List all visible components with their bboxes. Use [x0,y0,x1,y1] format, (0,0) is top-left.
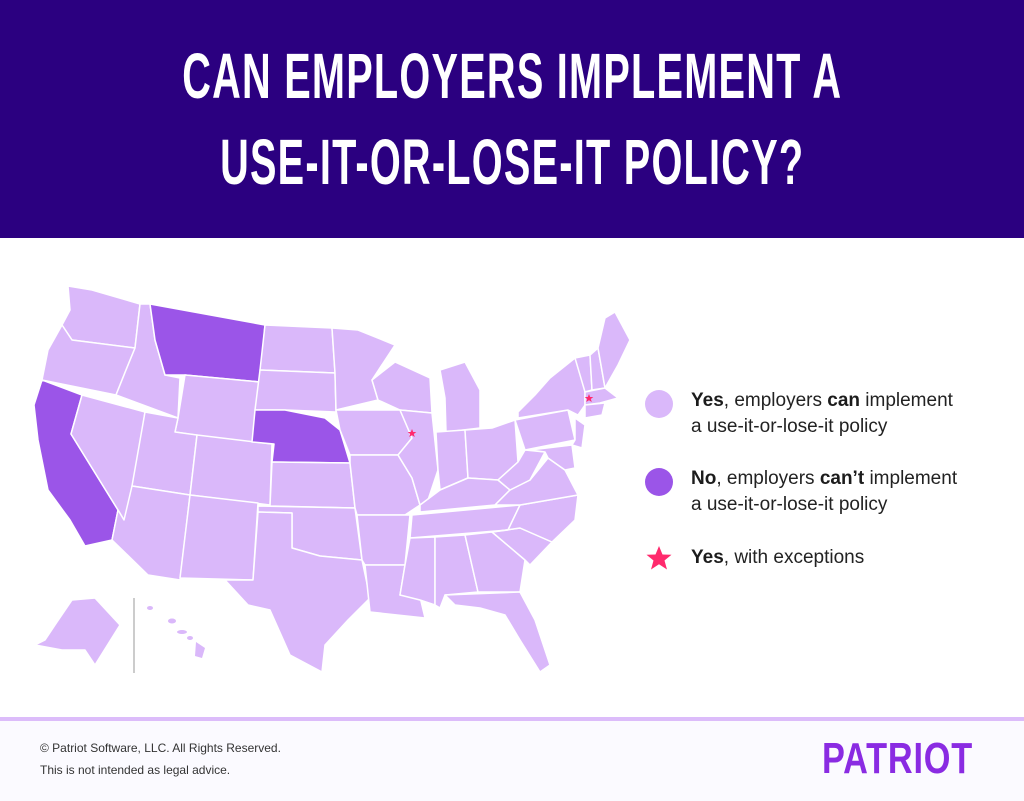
state-maine [597,311,631,389]
state-north-dakota [259,324,336,374]
footer-divider [0,717,1024,721]
state-colorado [189,434,273,506]
state-wisconsin [371,361,433,414]
legend-no-text1: , employers [716,468,820,489]
state-kansas [269,461,356,509]
state-michigan [439,361,481,433]
legend-no-text2: implement [864,468,958,489]
legend-no-bold: No [691,468,717,489]
state-texas [224,511,371,673]
no-swatch-icon [645,468,673,496]
star-icon [646,546,672,570]
state-alaska [34,597,121,666]
map-legend: Yes, employers can implement a use-it-or… [645,388,1015,598]
legend-text-exceptions: Yes, with exceptions [691,545,864,571]
state-arkansas [356,514,411,566]
us-map: Yes, employers can implement a use-it-or… [0,238,1024,718]
legend-item-yes: Yes, employers can implement a use-it-or… [645,388,1015,440]
state-massachusetts [584,387,619,406]
state-montana [149,303,266,383]
legend-no-line2: a use-it-or-lose-it policy [691,494,888,515]
header-banner: CAN EMPLOYERS IMPLEMENT A USE-IT-OR-LOSE… [0,0,1024,238]
state-new-mexico [179,494,259,581]
title-line-1: CAN EMPLOYERS IMPLEMENT A [181,40,843,112]
legend-item-exceptions: Yes, with exceptions [645,544,1015,572]
legend-text-no: No, employers can’t implement a use-it-o… [691,466,957,518]
state-washington [61,285,141,349]
state-georgia [464,531,526,593]
state-maryland-delaware [529,444,576,471]
disclaimer-text: This is not intended as legal advice. [40,763,231,777]
state-connecticut-rhode-island [584,402,606,419]
us-map-svg [33,285,631,673]
exception-star-illinois [407,429,417,437]
legend-yes-text2: implement [860,390,953,411]
state-new-jersey [571,417,586,449]
state-hawaii [147,606,205,658]
legend-exceptions-bold: Yes [691,547,724,568]
patriot-logo: PATRIOT [822,734,973,783]
state-florida [444,591,551,673]
legend-yes-bold2: can [827,390,860,411]
copyright-text: © Patriot Software, LLC. All Rights Rese… [40,741,281,755]
legend-item-no: No, employers can’t implement a use-it-o… [645,466,1015,518]
legend-yes-text1: , employers [723,390,828,411]
legend-yes-bold: Yes [691,390,724,411]
legend-text-yes: Yes, employers can implement a use-it-or… [691,388,953,440]
legend-yes-line2: a use-it-or-lose-it policy [691,416,888,437]
legend-exceptions-text: , with exceptions [723,547,865,568]
exception-star-massachusetts [584,394,594,402]
footer: © Patriot Software, LLC. All Rights Rese… [0,721,1024,801]
legend-no-bold2: can’t [819,468,865,489]
yes-swatch-icon [645,390,673,418]
title-line-2: USE-IT-OR-LOSE-IT POLICY? [219,126,805,198]
state-iowa [335,409,413,456]
state-new-york [517,357,586,419]
state-south-dakota [254,369,337,413]
